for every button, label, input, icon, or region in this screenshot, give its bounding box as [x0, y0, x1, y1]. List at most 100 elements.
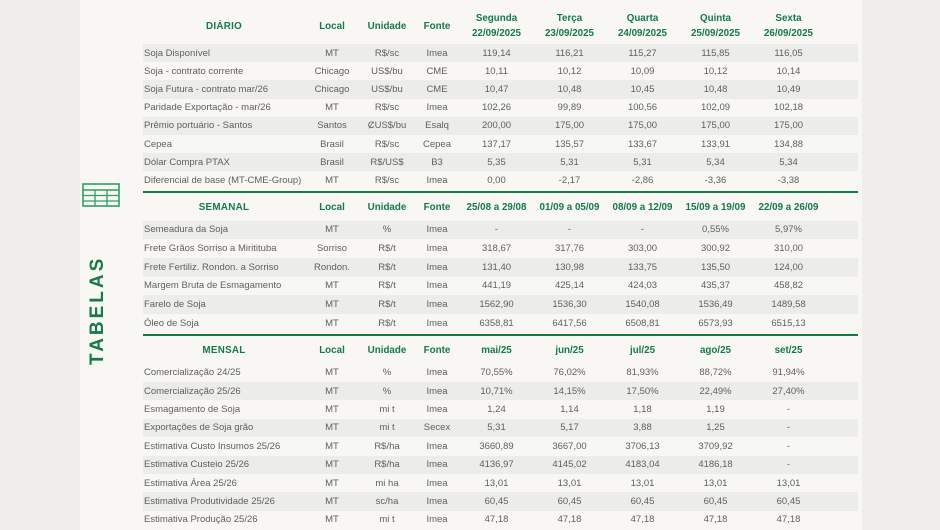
section-divider — [143, 190, 858, 193]
col-header-unidade: Unidade — [367, 20, 407, 32]
col-header-period: 15/09 a 19/09 — [679, 202, 752, 213]
row-label: Paridade Exportação - mar/26 — [144, 102, 271, 114]
row-value: 5,34 — [779, 156, 798, 168]
col-header-period: 25/08 a 29/08 — [460, 202, 533, 213]
row-unidade: R$/US$ — [370, 156, 404, 168]
table-row: Semeadura da Soja MT% Imea - - - 0,55% 5,97% — [143, 220, 858, 240]
row-value: 27,40% — [772, 385, 805, 397]
row-value: 6515,13 — [771, 317, 806, 329]
col-header-period-line: ago/25 — [699, 345, 732, 357]
row-local: MT — [325, 440, 339, 452]
row-local: Sorriso — [316, 243, 348, 255]
col-header-period-line: 22/09/2025 — [471, 28, 522, 39]
row-value: 102,09 — [700, 102, 731, 114]
row-value: 3706,13 — [625, 440, 660, 452]
row-label: Farelo de Soja — [144, 299, 206, 311]
row-value: 10,48 — [557, 83, 582, 95]
row-value: 131,40 — [481, 261, 512, 273]
col-header-period: Sexta 26/09/2025 — [752, 11, 825, 41]
row-value: 60,45 — [776, 496, 801, 508]
row-value: 14,15% — [553, 385, 586, 397]
row-fonte: Imea — [426, 47, 448, 59]
row-unidade: mi ha — [375, 477, 399, 489]
col-header-period: 22/09 a 26/09 — [752, 202, 825, 213]
row-value: 1,25 — [706, 422, 725, 434]
header-row-diario: DIÁRIO Local Unidade Fonte Segunda 22/09/2025… — [143, 8, 858, 44]
col-header-period-line: 01/09 a 05/09 — [539, 202, 600, 213]
table-row: Frete Grãos Sorriso a Miritituba Sorriso R… — [143, 239, 858, 258]
row-value: 5,35 — [487, 156, 506, 168]
table-row: Esmagamento de Soja MT mi t Imea 1,24 1,14 1,1… — [143, 400, 858, 418]
row-local: MT — [325, 385, 339, 397]
row-value: 310,00 — [773, 243, 804, 255]
row-value: 116,21 — [555, 47, 584, 59]
table-row: Comercialização 24/25 MT% Imea 70,55% 76,02%… — [143, 364, 858, 382]
row-local: MT — [325, 422, 339, 434]
row-unidade: R$/t — [378, 280, 396, 292]
col-header-period-line: 23/09/2025 — [544, 28, 595, 39]
row-value: 10,12 — [703, 65, 728, 77]
row-value: 6573,93 — [698, 317, 733, 329]
row-value: - — [786, 404, 791, 416]
row-local: MT — [325, 496, 339, 508]
row-value: 22,49% — [699, 385, 732, 397]
row-value: 200,00 — [481, 120, 512, 132]
row-value: 175,00 — [700, 120, 731, 132]
row-value: 6508,81 — [625, 317, 660, 329]
row-value: 175,00 — [627, 120, 658, 132]
table-row: Frete Fertiliz. Rondon. a Sorriso Rondon.… — [143, 257, 858, 277]
col-header-fonte: Fonte — [423, 202, 451, 213]
row-value: 1536,30 — [552, 299, 587, 311]
row-value: -3,38 — [777, 174, 800, 186]
row-fonte: CME — [426, 65, 448, 77]
col-header-period: ago/25 — [679, 345, 752, 356]
row-value: 10,47 — [484, 83, 509, 95]
col-header-period-line: 25/09/2025 — [690, 28, 741, 39]
row-value: 47,18 — [776, 514, 801, 526]
row-value: - — [640, 224, 645, 236]
row-value: 6417,56 — [552, 317, 587, 329]
table-row: Comercialização 25/26 MT% Imea 10,71% 14,15%… — [143, 382, 858, 401]
row-local: Santos — [317, 120, 347, 132]
row-label: Semeadura da Soja — [144, 224, 228, 236]
col-header-period-line: Segunda — [475, 13, 518, 24]
row-fonte: Imea — [426, 243, 448, 255]
col-header-period: mai/25 — [460, 345, 533, 356]
col-header-period-line: 08/09 a 12/09 — [612, 202, 673, 213]
row-unidade: mi t — [379, 404, 395, 416]
row-value: 115,27 — [628, 47, 657, 59]
row-value: 0,55% — [702, 224, 729, 236]
row-fonte: Imea — [426, 299, 448, 311]
section-title-mensal: MENSAL — [202, 345, 246, 357]
row-fonte: Imea — [426, 261, 448, 273]
row-label: Estimativa Produção 25/26 — [144, 514, 258, 526]
row-value: 133,75 — [627, 261, 658, 273]
col-header-period-line: jun/25 — [555, 345, 584, 357]
row-value: 47,18 — [484, 514, 509, 526]
row-value: - — [786, 422, 791, 434]
table-row: Estimativa Área 25/26 MT mi ha Imea 13,01 13,… — [143, 474, 858, 492]
row-label: Prêmio portuário - Santos — [144, 120, 253, 132]
table-row: Estimativa Custeio 25/26 MT R$/ha Imea 4136,… — [143, 455, 858, 474]
row-unidade: R$/t — [378, 243, 396, 255]
tables-container: DIÁRIO Local Unidade Fonte Segunda 22/09/2025… — [143, 8, 858, 529]
row-fonte: Imea — [426, 280, 448, 292]
row-value: 3,88 — [633, 422, 652, 434]
row-value: 5,31 — [560, 156, 579, 168]
col-header-period: Segunda 22/09/2025 — [460, 11, 533, 41]
row-value: 60,45 — [703, 496, 728, 508]
row-value: 13,01 — [630, 477, 655, 489]
row-value: 76,02% — [553, 367, 586, 379]
col-header-period-line: mai/25 — [481, 345, 512, 357]
row-value: 6358,81 — [479, 317, 514, 329]
row-value: 100,56 — [627, 102, 658, 114]
section-title-diario: DIÁRIO — [205, 20, 243, 32]
row-unidade: US$/bu — [371, 65, 403, 77]
row-fonte: Imea — [426, 440, 448, 452]
row-unidade: sc/ha — [375, 496, 399, 508]
row-value: 10,49 — [776, 83, 801, 95]
row-value: 4186,18 — [698, 459, 733, 471]
col-header-period: Quinta 25/09/2025 — [679, 11, 752, 41]
row-value: 124,00 — [773, 261, 804, 273]
row-value: 102,26 — [481, 102, 512, 114]
